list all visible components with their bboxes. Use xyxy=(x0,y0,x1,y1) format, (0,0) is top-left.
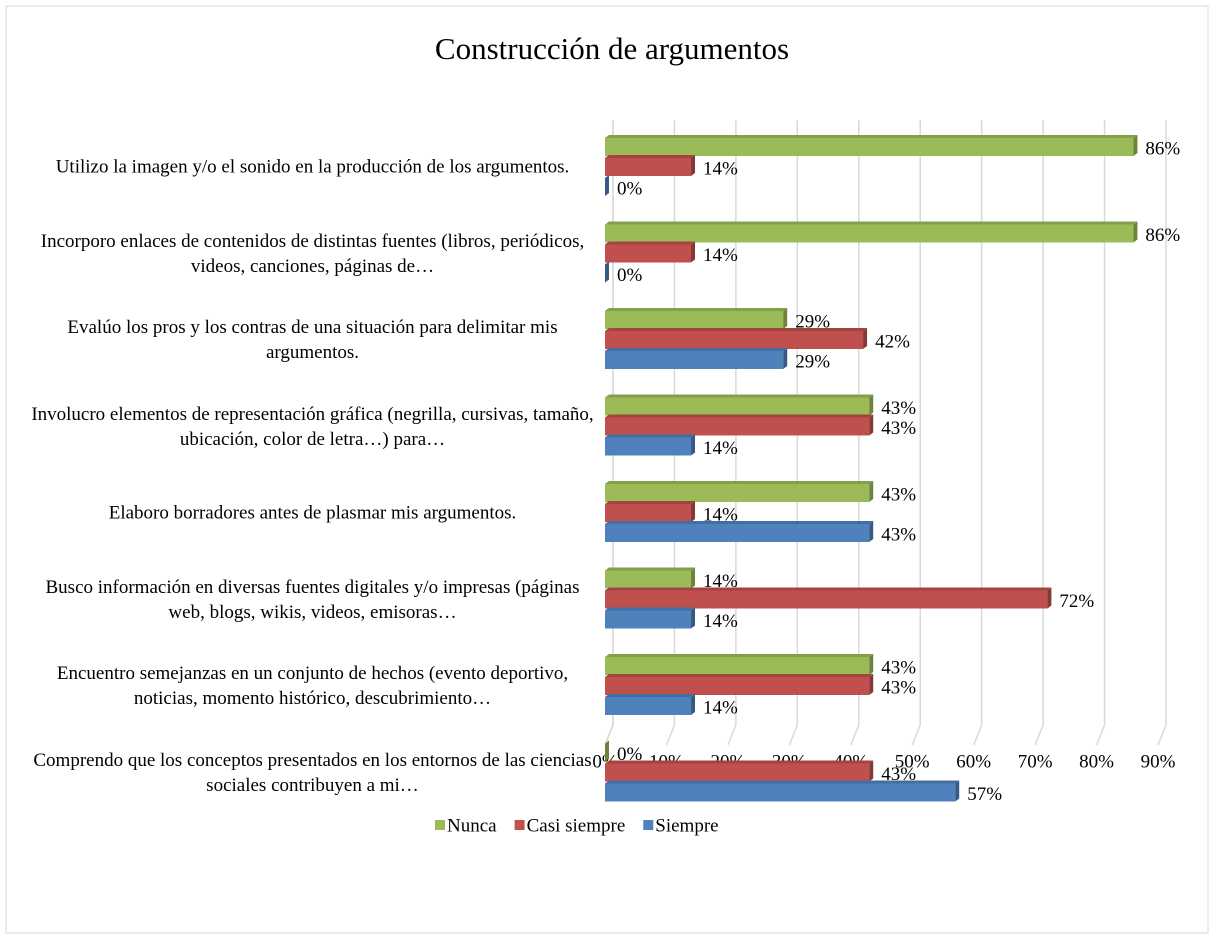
bar xyxy=(605,740,609,762)
bar xyxy=(605,135,1138,156)
x-tick-label: 80% xyxy=(1079,751,1114,772)
category-label: Elaboro borradores antes de plasmar mis … xyxy=(108,502,517,524)
value-label: 43% xyxy=(881,418,916,439)
bar xyxy=(605,501,696,522)
value-label: 43% xyxy=(881,524,916,545)
category-label: Encuentro semejanzas en un conjunto de h… xyxy=(56,663,569,709)
bar xyxy=(605,241,696,263)
bar xyxy=(605,394,874,416)
category-label: Comprendo que los conceptos presentados … xyxy=(33,749,592,796)
value-label: 43% xyxy=(881,657,916,678)
value-label: 0% xyxy=(617,178,643,199)
bar xyxy=(605,155,696,176)
bar xyxy=(605,328,868,349)
x-tick-label: 50% xyxy=(895,751,930,772)
category-label: Involucro elementos de representación gr… xyxy=(31,403,594,450)
value-label: 86% xyxy=(1145,138,1180,159)
value-label: 14% xyxy=(703,245,738,266)
grid-line xyxy=(972,120,983,746)
legend-swatch xyxy=(514,820,525,830)
legend-label: Casi siempre xyxy=(527,815,626,836)
value-label: 29% xyxy=(795,351,830,372)
bar xyxy=(605,308,788,329)
bar xyxy=(605,348,788,369)
value-label: 0% xyxy=(617,744,643,765)
category-label: Utilizo la imagen y/o el sonido en la pr… xyxy=(55,156,570,178)
legend-label: Nunca xyxy=(447,815,497,836)
value-label: 14% xyxy=(703,158,738,179)
value-label: 86% xyxy=(1145,225,1180,246)
bar xyxy=(605,221,1138,243)
grid-line xyxy=(1095,120,1106,746)
grid-line xyxy=(850,120,860,746)
value-label: 57% xyxy=(967,784,1002,805)
legend-swatch xyxy=(435,820,445,830)
value-label: 72% xyxy=(1059,591,1094,612)
value-label: 43% xyxy=(881,484,916,505)
bar xyxy=(605,261,609,283)
value-label: 14% xyxy=(703,697,738,718)
grid-line xyxy=(788,120,799,746)
category-label: Incorporo enlaces de contenidos de disti… xyxy=(40,230,585,277)
category-label: Evalúo los pros y los contras de una sit… xyxy=(67,317,558,363)
bar xyxy=(605,760,874,782)
x-tick-label: 60% xyxy=(956,751,991,772)
x-tick-label: 90% xyxy=(1141,751,1176,772)
value-label: 29% xyxy=(795,311,830,332)
value-label: 42% xyxy=(875,331,910,352)
value-label: 14% xyxy=(703,571,738,592)
value-label: 43% xyxy=(881,677,916,698)
legend-label: Siempre xyxy=(655,815,718,836)
value-label: 43% xyxy=(881,764,916,785)
bar xyxy=(605,414,874,436)
bar xyxy=(605,434,696,456)
grid-line xyxy=(1034,120,1044,746)
grid-line xyxy=(911,120,921,746)
grid-line xyxy=(1157,120,1167,746)
bar xyxy=(605,521,874,542)
bar xyxy=(605,481,874,502)
chart-title: Construcción de argumentos xyxy=(435,31,789,66)
value-label: 14% xyxy=(703,438,738,459)
bar xyxy=(605,567,696,589)
value-label: 43% xyxy=(881,398,916,419)
value-label: 14% xyxy=(703,504,738,525)
value-label: 0% xyxy=(617,265,643,286)
bar xyxy=(605,674,874,695)
bar xyxy=(605,780,960,802)
bar xyxy=(605,694,696,715)
value-label: 14% xyxy=(703,611,738,632)
bar xyxy=(605,607,696,629)
bar xyxy=(605,654,874,675)
bar xyxy=(605,175,609,196)
category-label: Busco información en diversas fuentes di… xyxy=(45,576,580,623)
bar xyxy=(605,587,1052,609)
legend-swatch xyxy=(643,820,654,830)
x-tick-label: 70% xyxy=(1018,751,1053,772)
